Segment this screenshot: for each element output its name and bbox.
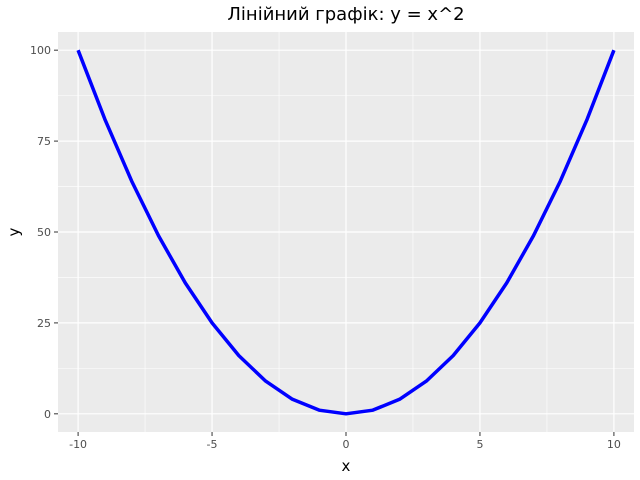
y-tick-label: 75 [37,135,51,148]
y-axis-title: y [5,227,23,236]
y-axis: 0 25 50 75 100 [30,44,58,421]
x-tick-label: 10 [607,438,621,451]
x-axis: -10 -5 0 5 10 [69,432,621,451]
series-line [76,49,616,416]
x-tick-label: 0 [343,438,350,451]
x-tick-label: -5 [207,438,218,451]
x-axis-title: x [342,457,351,475]
y-tick-label: 100 [30,44,51,57]
x-tick-label: -10 [69,438,87,451]
chart-title: Лінійний графік: y = x^2 [227,4,464,25]
y-tick-label: 0 [44,408,51,421]
y-tick-label: 50 [37,226,51,239]
y-tick-label: 25 [37,317,51,330]
x-tick-label: 5 [476,438,483,451]
data-series [76,49,616,416]
